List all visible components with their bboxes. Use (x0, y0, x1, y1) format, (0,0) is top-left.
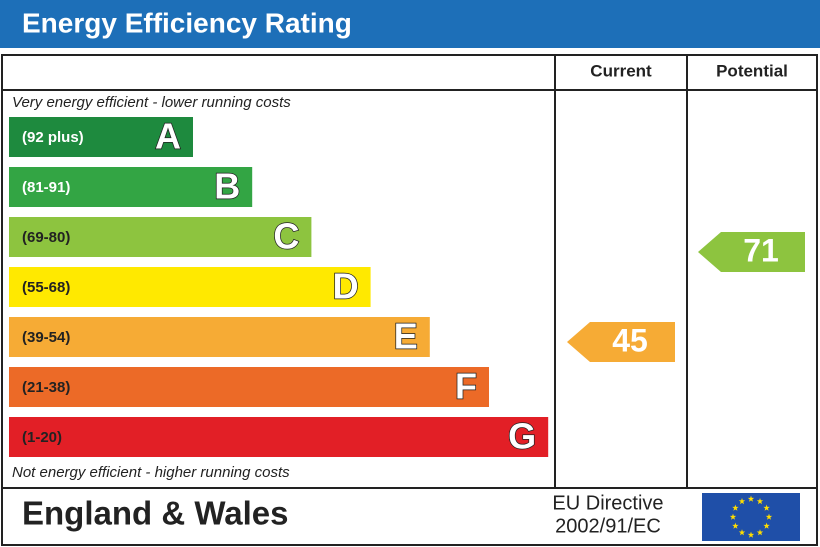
header-bar (0, 0, 820, 48)
eu-star (747, 531, 755, 538)
current-arrow (567, 322, 675, 362)
eu-star (756, 498, 764, 505)
column-header: Current (590, 61, 652, 80)
eu-star (747, 495, 755, 502)
band-range: (1-20) (22, 429, 62, 446)
eu-star (732, 504, 739, 511)
band-letter: B (214, 166, 240, 207)
band-range: (39-54) (22, 329, 70, 346)
band-range: (69-80) (22, 229, 70, 246)
band-range: (92 plus) (22, 129, 84, 146)
frame (1, 54, 818, 546)
band-letter: D (333, 266, 359, 307)
band (9, 167, 253, 207)
band (9, 267, 371, 307)
band-range: (21-38) (22, 379, 70, 396)
band-range: (55-68) (22, 279, 70, 296)
directive: 2002/91/EC (555, 515, 661, 537)
eu-star (763, 522, 770, 529)
top-note: Very energy efficient - lower running co… (12, 94, 291, 111)
eu-star (756, 529, 764, 536)
band-letter: G (508, 416, 536, 457)
potential-arrow (698, 232, 805, 272)
eu-star (729, 513, 737, 520)
eu-stars (729, 495, 773, 538)
band (9, 367, 489, 407)
band-letter: E (394, 316, 418, 357)
eu-star (763, 504, 770, 511)
bands: (92 plus) A (81-91) B (69-80) C (55-68) D (39-54… (9, 115, 549, 457)
band (9, 417, 549, 457)
band-letter: F (455, 366, 477, 407)
bottom-note: Not energy efficient - higher running co… (12, 464, 290, 481)
band-letter: C (273, 216, 299, 257)
band-letter: A (155, 116, 181, 157)
eu-star (732, 522, 739, 529)
region: England & Wales (22, 495, 288, 532)
eu-star (738, 529, 746, 536)
band (9, 117, 193, 157)
title: Energy Efficiency Rating (22, 7, 352, 38)
potential-rating: 71 (743, 232, 779, 268)
band (9, 217, 312, 257)
eu-star (765, 513, 773, 520)
eu-star (738, 498, 746, 505)
band-range: (81-91) (22, 179, 70, 196)
current-rating: 45 (612, 322, 648, 358)
directive: EU Directive (552, 492, 663, 514)
band (9, 317, 430, 357)
column-header: Potential (716, 61, 788, 80)
